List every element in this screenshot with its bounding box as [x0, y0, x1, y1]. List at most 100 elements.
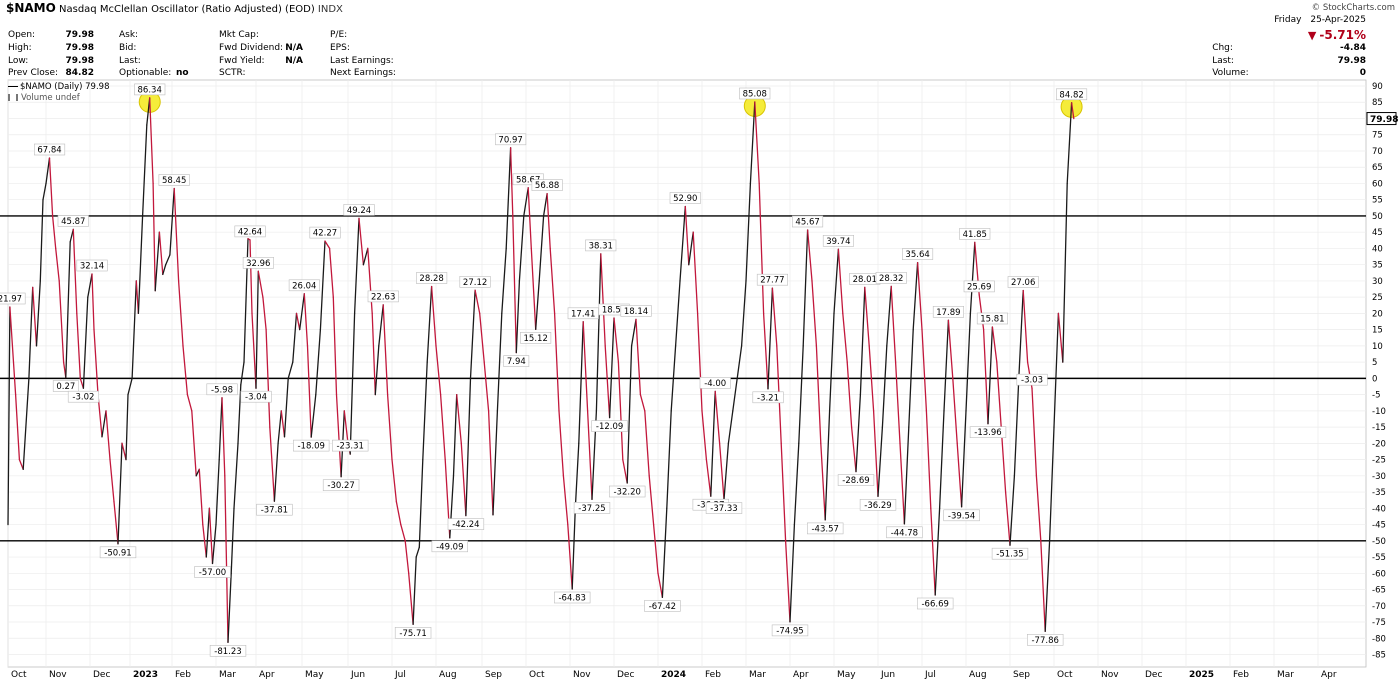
series-segment [149, 97, 154, 185]
data-label-text: -51.35 [996, 550, 1023, 560]
data-label: 58.45 [158, 174, 190, 186]
series-segment [527, 187, 532, 250]
data-label-box [1007, 276, 1039, 288]
series-segment [55, 247, 60, 282]
data-label: -42.24 [447, 518, 485, 530]
series-segment [277, 410, 282, 444]
data-label-box [644, 600, 681, 612]
data-label-text: 84.82 [1059, 90, 1083, 100]
series-segment [991, 326, 998, 363]
quote-label: Low: [8, 55, 29, 66]
last-value-badge-text: 79.98 [1370, 115, 1398, 125]
quote-label: SCTR: [219, 68, 246, 79]
data-label-box [859, 498, 897, 511]
data-label-box [886, 526, 923, 539]
series-segment [727, 410, 734, 444]
series-segment [400, 523, 406, 542]
quote-label: Fwd Dividend: [219, 42, 284, 53]
quote-label: P/E: [330, 30, 348, 40]
data-label: 32.96 [242, 256, 274, 269]
series-segment [353, 217, 360, 315]
series-segment [465, 377, 472, 517]
data-label-box [591, 420, 628, 432]
data-label-text: -32.20 [613, 488, 640, 498]
data-label-box [669, 192, 701, 204]
series-segment [48, 157, 54, 217]
series-segment [1070, 102, 1075, 120]
series-segment [287, 361, 294, 380]
series-segment [657, 572, 664, 599]
data-label-box [969, 426, 1007, 439]
series-segment [169, 187, 175, 256]
legend: $NAMO (Daily) 79.98 Volume undef [8, 82, 109, 104]
col2-row: Optionable: no [119, 67, 189, 80]
copyright[interactable]: © StockCharts.com [1311, 3, 1395, 13]
y-tick-label: -25 [1372, 456, 1386, 466]
series-segment [487, 410, 494, 516]
series-segment [237, 384, 242, 444]
data-label: -50.91 [99, 546, 137, 558]
series-segment [439, 393, 446, 461]
series-segment [299, 293, 305, 331]
data-label-text: 26.04 [292, 281, 316, 291]
data-label: -44.78 [886, 526, 923, 539]
data-label: -12.09 [591, 420, 628, 432]
series-segment [191, 410, 197, 477]
x-tick-label: Feb [1233, 670, 1249, 680]
series-segment [688, 231, 694, 266]
series-segment [358, 217, 365, 266]
data-label: -37.33 [705, 502, 743, 514]
data-label: -39.54 [943, 509, 980, 521]
quote-value: 79.98 [65, 55, 94, 66]
series-segment [418, 458, 424, 548]
data-label: 84.82 [1056, 88, 1088, 100]
y-tick-label: -10 [1372, 407, 1386, 417]
y-tick-label: 0 [1372, 374, 1377, 384]
y-tick-label: -70 [1372, 602, 1386, 612]
series-segment [205, 507, 211, 558]
data-label: 7.94 [503, 355, 530, 367]
data-label: 28.01 [849, 273, 881, 285]
data-label-text: -36.29 [864, 501, 891, 511]
data-label: 17.89 [932, 305, 965, 318]
y-tick-label: -80 [1372, 634, 1386, 644]
series-segment [652, 523, 659, 574]
y-tick-label: 85 [1372, 98, 1383, 108]
symbol: $NAMO [6, 1, 56, 15]
data-label-text: 85.08 [743, 90, 767, 100]
series-segment [335, 393, 342, 478]
data-label-box [206, 383, 238, 396]
series-segment [578, 321, 584, 444]
series-segment [58, 280, 65, 363]
x-tick-label: Sep [485, 670, 502, 680]
data-label-text: 86.34 [138, 85, 162, 95]
series-segment [426, 285, 433, 363]
y-tick-label: -5 [1372, 391, 1380, 401]
quote-value: 84.82 [65, 68, 94, 79]
y-tick-label: 50 [1372, 212, 1383, 222]
data-label-box [447, 518, 485, 530]
data-label-box [1016, 373, 1048, 386]
series-segment [82, 296, 89, 389]
series-segment [982, 328, 989, 425]
data-label: 26.04 [288, 279, 320, 291]
x-tick-label: 2023 [133, 670, 158, 680]
data-label: 38.31 [585, 239, 617, 251]
x-tick-label: Feb [175, 670, 191, 680]
data-label-box [699, 377, 731, 389]
data-label: 27.06 [1007, 276, 1039, 288]
x-tick-label: Apr [259, 670, 275, 680]
x-tick-label: Nov [573, 670, 591, 680]
series-segment [996, 361, 1002, 428]
data-label: 49.24 [343, 204, 375, 216]
data-label-box [875, 272, 907, 284]
data-label-text: -3.21 [757, 393, 779, 403]
data-label-box [756, 273, 789, 286]
series-segment [137, 215, 144, 315]
data-label-box [134, 83, 166, 96]
x-tick-label: May [837, 670, 856, 680]
series-segment [105, 410, 111, 461]
series-segment [828, 312, 835, 412]
series-segment [956, 442, 963, 508]
